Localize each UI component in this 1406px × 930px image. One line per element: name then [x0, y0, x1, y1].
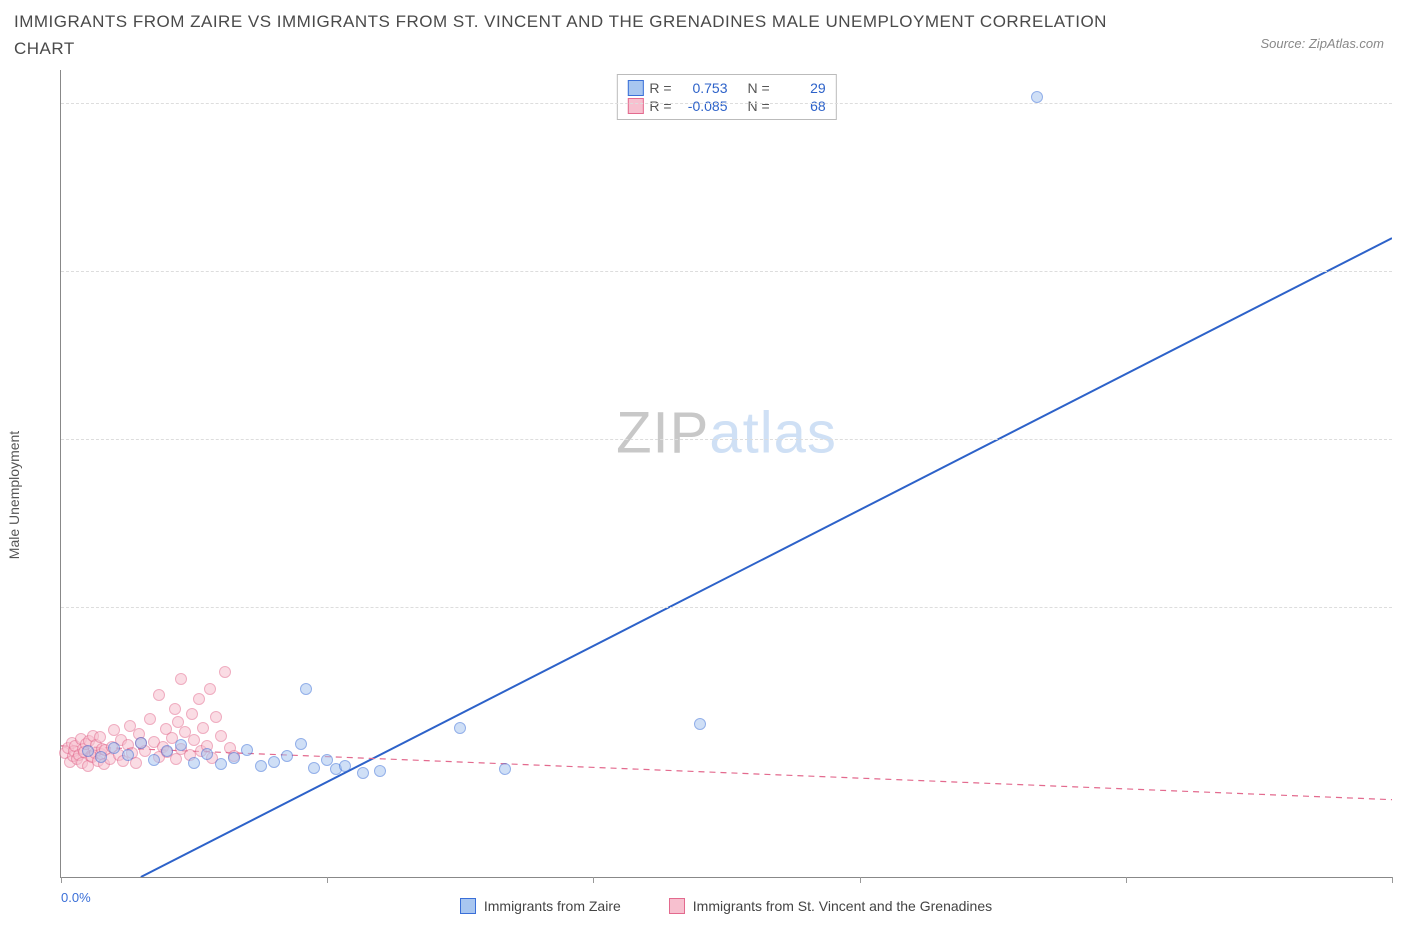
data-point-zaire: [148, 754, 160, 766]
plot-area: ZIPatlas R = 0.753 N = 29 R = -0.085 N =…: [60, 70, 1392, 878]
source-prefix: Source:: [1260, 36, 1308, 51]
data-point-zaire: [175, 739, 187, 751]
y-tick-label: 100.0%: [1400, 81, 1406, 96]
x-tick: [1392, 877, 1393, 883]
data-point-zaire: [454, 722, 466, 734]
legend-label-stvincent: Immigrants from St. Vincent and the Gren…: [693, 898, 992, 914]
data-point-stvincent: [197, 722, 209, 734]
r-label: R =: [649, 98, 671, 114]
r-value-stvincent: -0.085: [678, 98, 728, 114]
data-point-zaire: [281, 750, 293, 762]
data-point-stvincent: [186, 708, 198, 720]
x-tick: [593, 877, 594, 883]
swatch-stvincent: [627, 98, 643, 114]
stats-row-stvincent: R = -0.085 N = 68: [627, 97, 825, 115]
swatch-zaire: [627, 80, 643, 96]
x-tick: [860, 877, 861, 883]
watermark-atlas: atlas: [709, 401, 837, 466]
data-point-stvincent: [210, 711, 222, 723]
r-label: R =: [649, 80, 671, 96]
stats-legend: R = 0.753 N = 29 R = -0.085 N = 68: [616, 74, 836, 120]
data-point-stvincent: [175, 673, 187, 685]
legend-item-zaire: Immigrants from Zaire: [460, 898, 621, 914]
data-point-zaire: [82, 745, 94, 757]
legend-item-stvincent: Immigrants from St. Vincent and the Gren…: [669, 898, 992, 914]
data-point-stvincent: [169, 703, 181, 715]
data-point-zaire: [95, 751, 107, 763]
data-point-zaire: [122, 749, 134, 761]
data-point-zaire: [255, 760, 267, 772]
gridline: [61, 607, 1392, 608]
stats-row-zaire: R = 0.753 N = 29: [627, 79, 825, 97]
y-tick-label: 75.0%: [1400, 249, 1406, 264]
x-tick: [61, 877, 62, 883]
data-point-zaire: [357, 767, 369, 779]
data-point-zaire: [374, 765, 386, 777]
gridline: [61, 439, 1392, 440]
data-point-zaire: [228, 752, 240, 764]
data-point-zaire: [108, 742, 120, 754]
source-attribution: Source: ZipAtlas.com: [1260, 36, 1384, 51]
trendline-zaire: [141, 238, 1392, 877]
data-point-zaire: [295, 738, 307, 750]
data-point-stvincent: [215, 730, 227, 742]
r-value-zaire: 0.753: [678, 80, 728, 96]
legend-swatch-zaire: [460, 898, 476, 914]
data-point-zaire: [694, 718, 706, 730]
data-point-zaire: [215, 758, 227, 770]
data-point-stvincent: [204, 683, 216, 695]
gridline: [61, 271, 1392, 272]
n-label: N =: [748, 98, 770, 114]
data-point-zaire: [499, 763, 511, 775]
chart-title: IMMIGRANTS FROM ZAIRE VS IMMIGRANTS FROM…: [14, 8, 1124, 62]
data-point-zaire: [308, 762, 320, 774]
trendline-stvincent: [61, 746, 1392, 800]
legend-label-zaire: Immigrants from Zaire: [484, 898, 621, 914]
data-point-zaire: [188, 757, 200, 769]
y-tick-label: 25.0%: [1400, 586, 1406, 601]
n-value-stvincent: 68: [776, 98, 826, 114]
data-point-zaire: [241, 744, 253, 756]
data-point-zaire: [201, 748, 213, 760]
n-value-zaire: 29: [776, 80, 826, 96]
n-label: N =: [748, 80, 770, 96]
data-point-stvincent: [219, 666, 231, 678]
legend-swatch-stvincent: [669, 898, 685, 914]
source-name: ZipAtlas.com: [1309, 36, 1384, 51]
x-tick: [1126, 877, 1127, 883]
watermark-zip: ZIP: [616, 401, 709, 466]
data-point-stvincent: [94, 731, 106, 743]
data-point-zaire: [300, 683, 312, 695]
data-point-zaire: [339, 760, 351, 772]
data-point-stvincent: [153, 689, 165, 701]
y-axis-label: Male Unemployment: [6, 431, 22, 559]
data-point-stvincent: [144, 713, 156, 725]
data-point-zaire: [135, 737, 147, 749]
series-legend: Immigrants from Zaire Immigrants from St…: [60, 898, 1392, 914]
x-tick: [327, 877, 328, 883]
y-tick-label: 50.0%: [1400, 417, 1406, 432]
data-point-zaire: [268, 756, 280, 768]
data-point-zaire: [161, 745, 173, 757]
x-tick-label-max: 15.0%: [1400, 890, 1406, 905]
data-point-stvincent: [193, 693, 205, 705]
chart-container: Male Unemployment ZIPatlas R = 0.753 N =…: [14, 70, 1392, 920]
gridline: [61, 103, 1392, 104]
trend-lines: [61, 70, 1392, 877]
watermark: ZIPatlas: [616, 400, 837, 467]
data-point-zaire: [1031, 91, 1043, 103]
